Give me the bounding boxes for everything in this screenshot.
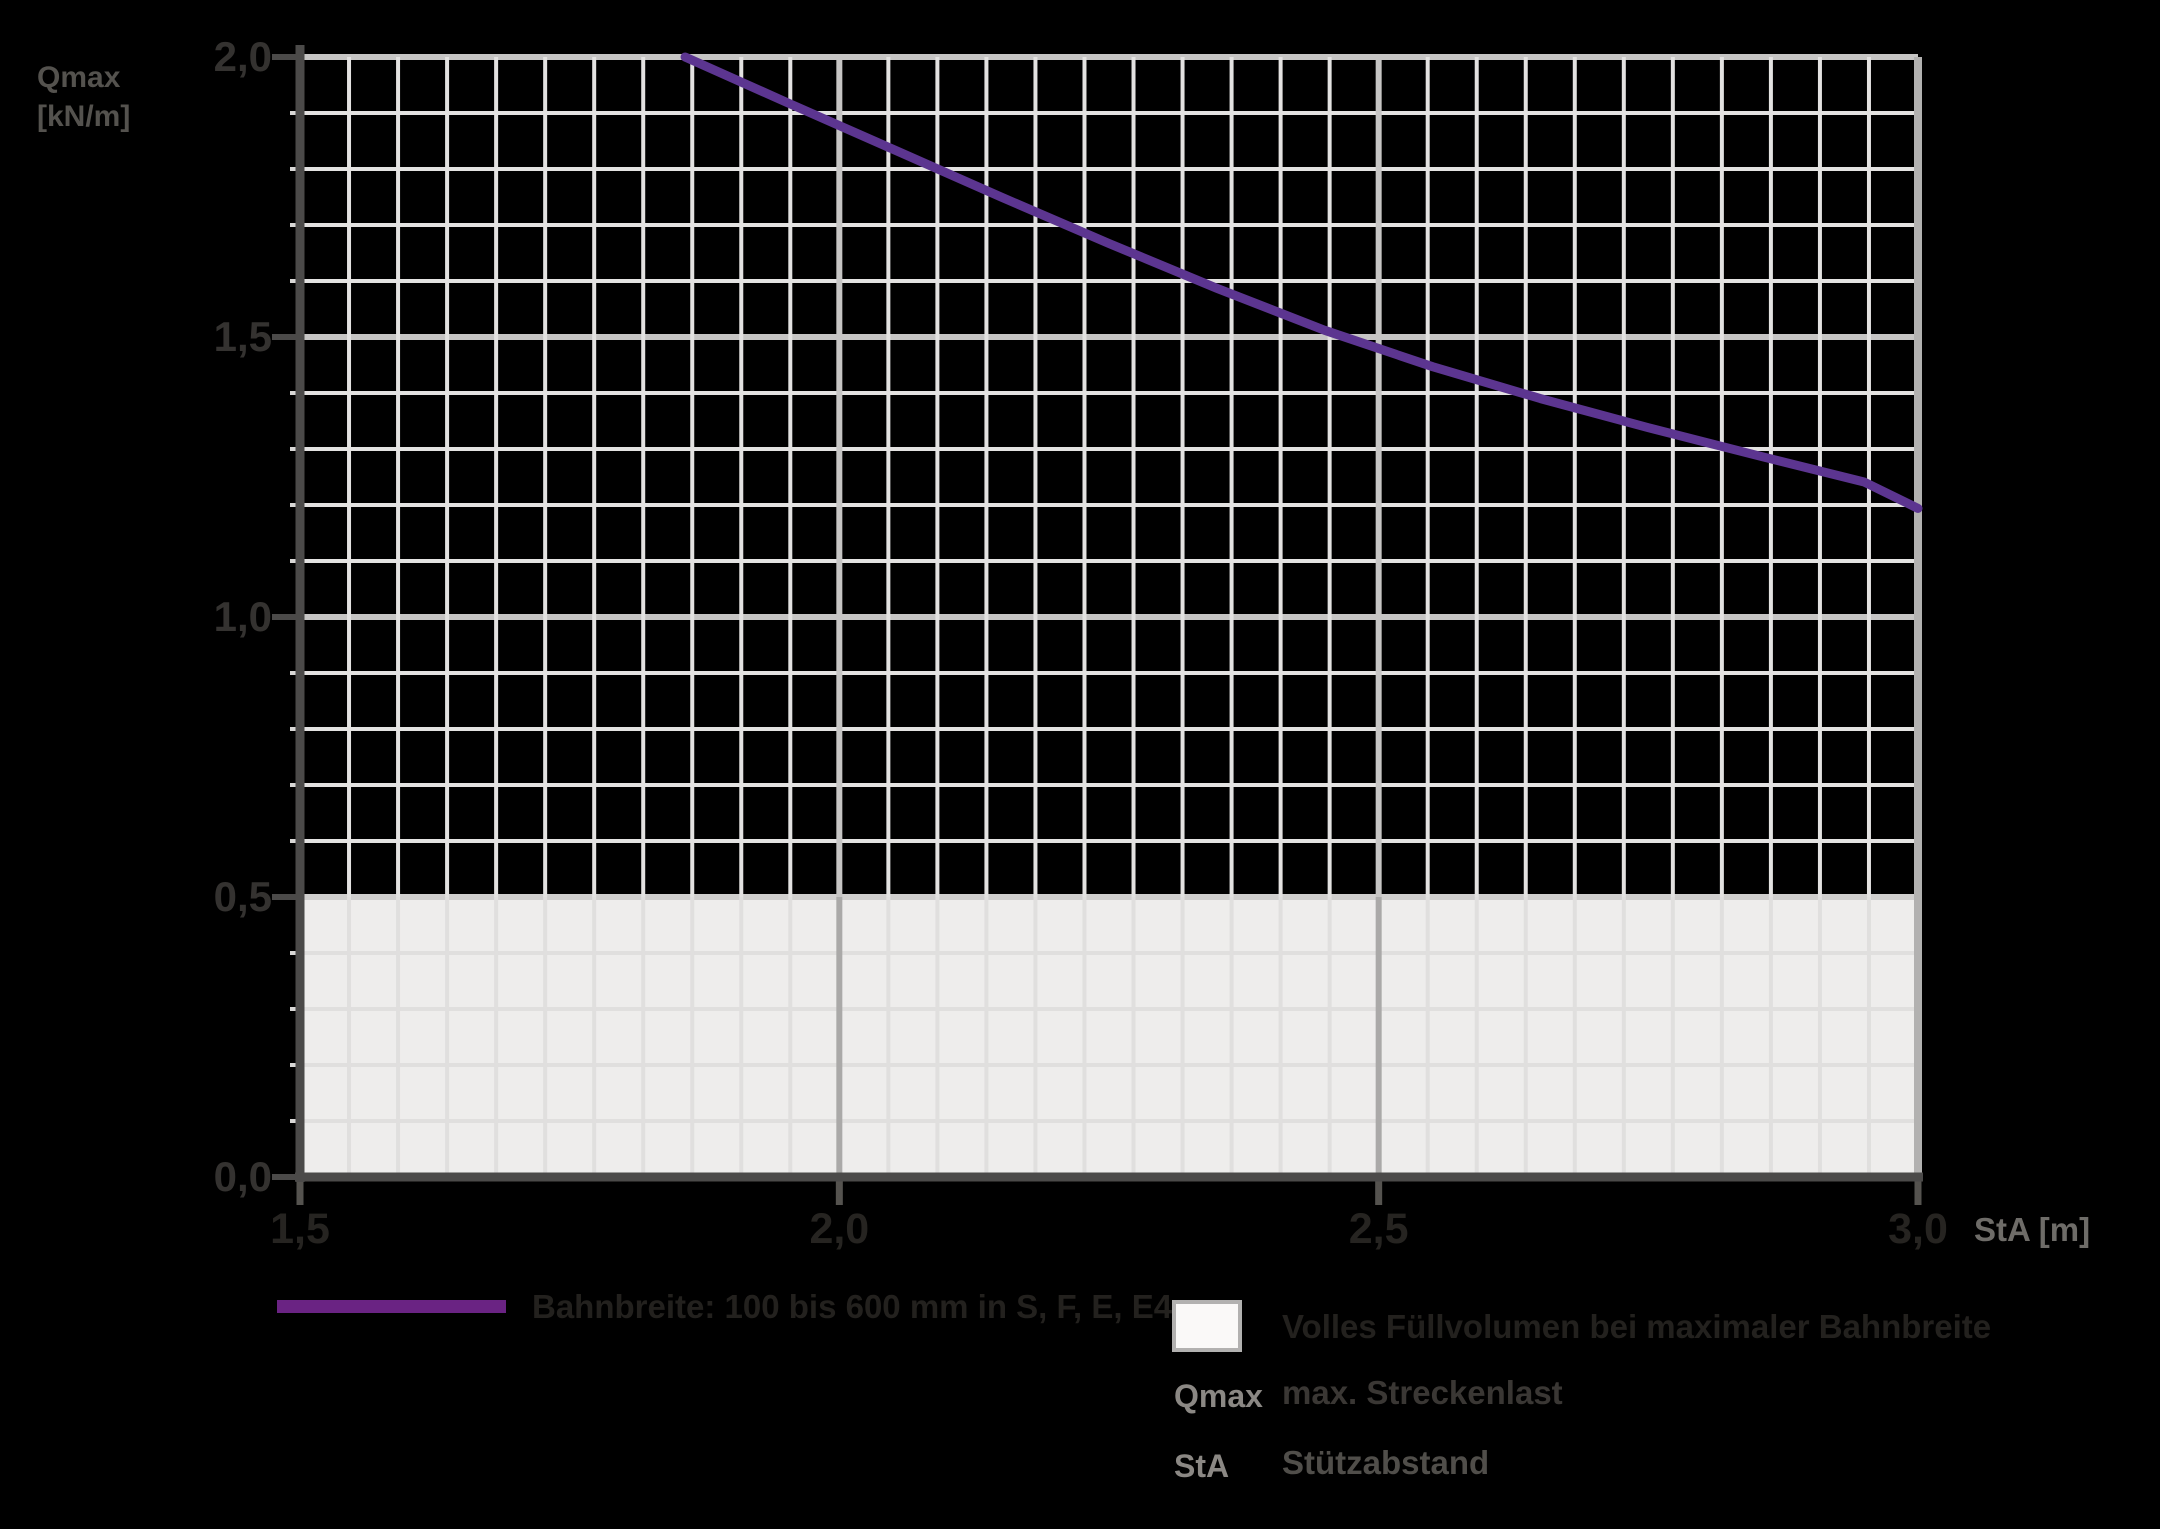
legend-line-swatch: [277, 1300, 506, 1313]
legend-line-label: Bahnbreite: 100 bis 600 mm in S, F, E, E…: [532, 1288, 1173, 1325]
y-axis-unit-label: Qmax [kN/m]: [37, 58, 130, 136]
x-tick-label-2,0: 2,0: [809, 1205, 870, 1253]
legend-area-swatch: [1172, 1300, 1242, 1352]
y-tick-label-0,0: 0,0: [213, 1153, 272, 1200]
y-tick-label-1,0: 1,0: [213, 593, 272, 640]
filled-volume-region: [300, 897, 1918, 1177]
x-tick-label-2,5: 2,5: [1348, 1205, 1409, 1253]
y-axis-unit-dim: [kN/m]: [37, 100, 131, 133]
y-axis-unit-name: Qmax: [37, 61, 121, 94]
y-tick-label-0,5: 0,5: [213, 873, 272, 920]
y-tick-label-1,5: 1,5: [213, 313, 272, 360]
legend-def-key-qmax: Qmax: [1174, 1378, 1263, 1414]
legend-def-key-sta: StA: [1174, 1448, 1230, 1484]
legend-area-label: Volles Füllvolumen bei maximaler Bahnbre…: [1282, 1308, 1992, 1345]
x-axis-unit-label: StA [m]: [1974, 1211, 2091, 1248]
y-tick-label-2,0: 2,0: [213, 33, 272, 80]
legend-def-value-sta: Stützabstand: [1282, 1444, 1490, 1481]
series-line-bahnbreite: [680, 52, 1923, 513]
x-tick-label-3,0: 3,0: [1888, 1205, 1948, 1253]
legend-def-value-qmax: max. Streckenlast: [1282, 1374, 1563, 1411]
x-tick-label-1,5: 1,5: [270, 1205, 330, 1253]
